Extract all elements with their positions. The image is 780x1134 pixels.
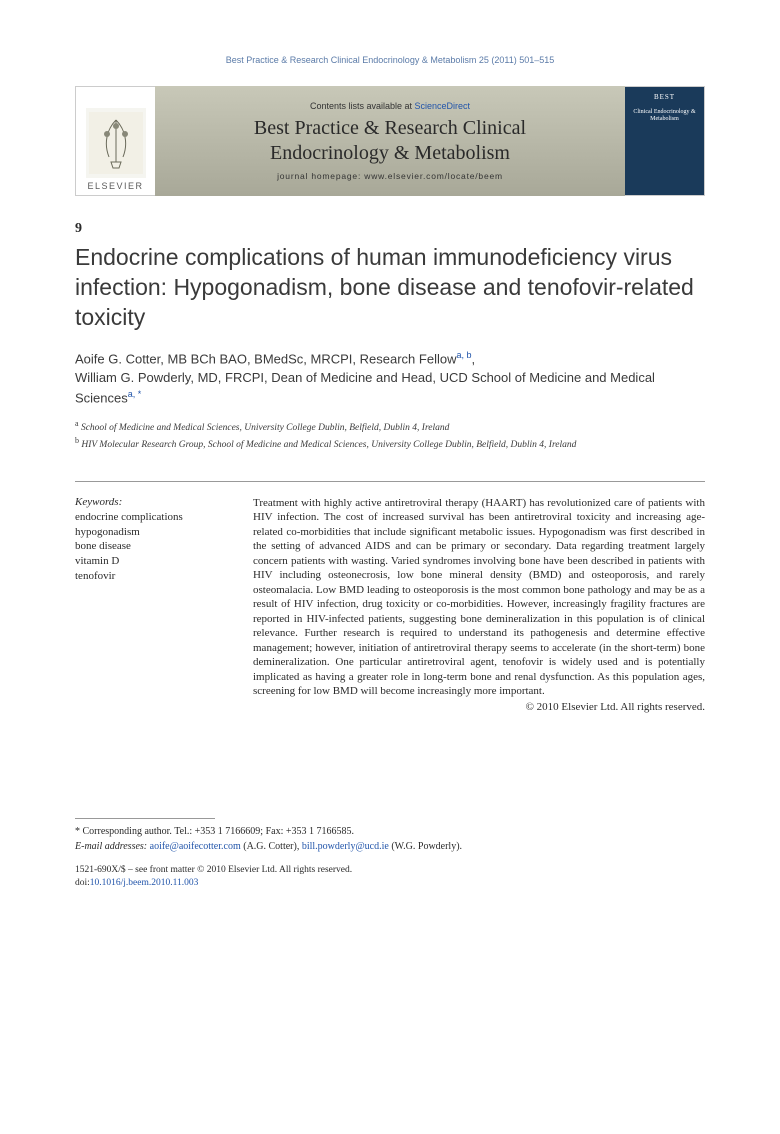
corresponding-author-line: * Corresponding author. Tel.: +353 1 716… [75, 824, 705, 839]
keyword-item: vitamin D [75, 554, 231, 569]
email-line: E-mail addresses: aoife@aoifecotter.com … [75, 839, 705, 854]
affil-a-sup: a [75, 419, 79, 428]
affil-b-text: HIV Molecular Research Group, School of … [81, 440, 576, 450]
journal-reference-header: Best Practice & Research Clinical Endocr… [75, 50, 705, 68]
author-1-name: Aoife G. Cotter [75, 351, 160, 366]
keywords-abstract-row: Keywords: endocrine complications hypogo… [75, 481, 705, 713]
journal-homepage: journal homepage: www.elsevier.com/locat… [277, 171, 503, 181]
affiliations-block: a School of Medicine and Medical Science… [75, 418, 705, 453]
header-center-panel: Contents lists available at ScienceDirec… [155, 86, 625, 196]
doi-line: doi:10.1016/j.beem.2010.11.003 [75, 877, 705, 890]
cover-brand: BEST [654, 93, 675, 101]
corresponding-author-footer: * Corresponding author. Tel.: +353 1 716… [75, 824, 705, 854]
abstract-copyright: © 2010 Elsevier Ltd. All rights reserved… [253, 701, 705, 713]
keywords-heading: Keywords: [75, 496, 231, 508]
affil-a-text: School of Medicine and Medical Sciences,… [81, 423, 449, 433]
email-label: E-mail addresses: [75, 841, 150, 852]
authors-block: Aoife G. Cotter, MB BCh BAO, BMedSc, MRC… [75, 349, 705, 408]
email-link-1[interactable]: aoife@aoifecotter.com [150, 841, 241, 852]
doi-link[interactable]: 10.1016/j.beem.2010.11.003 [90, 878, 199, 888]
sciencedirect-link[interactable]: ScienceDirect [415, 101, 471, 111]
email-link-2[interactable]: bill.powderly@ucd.ie [302, 841, 389, 852]
elsevier-label: ELSEVIER [87, 181, 143, 191]
publisher-header-box: ELSEVIER Contents lists available at Sci… [75, 86, 705, 196]
keyword-item: endocrine complications [75, 510, 231, 525]
contents-available-line: Contents lists available at ScienceDirec… [310, 101, 470, 111]
doi-label: doi: [75, 878, 90, 888]
affil-b-sup: b [75, 436, 79, 445]
journal-title-line2: Endocrinology & Metabolism [254, 141, 526, 166]
elsevier-tree-icon [86, 108, 146, 178]
keyword-item: hypogonadism [75, 525, 231, 540]
email-2-name: (W.G. Powderly). [389, 841, 462, 852]
abstract-text: Treatment with highly active antiretrovi… [253, 496, 705, 699]
journal-title-line1: Best Practice & Research Clinical [254, 116, 526, 141]
article-number: 9 [75, 221, 705, 237]
journal-reference: Best Practice & Research Clinical Endocr… [226, 55, 555, 65]
journal-title: Best Practice & Research Clinical Endocr… [254, 116, 526, 166]
contents-prefix: Contents lists available at [310, 101, 415, 111]
journal-cover-thumbnail[interactable]: BEST Clinical Endocrinology & Metabolism [625, 86, 705, 196]
keyword-item: bone disease [75, 539, 231, 554]
cover-title: Clinical Endocrinology & Metabolism [629, 109, 700, 123]
keyword-item: tenofovir [75, 569, 231, 584]
keywords-column: Keywords: endocrine complications hypogo… [75, 496, 231, 713]
footer-bottom: 1521-690X/$ – see front matter © 2010 El… [75, 864, 705, 890]
elsevier-logo[interactable]: ELSEVIER [75, 86, 155, 196]
email-1-name: (A.G. Cotter), [241, 841, 302, 852]
author-1-affil-sup: a, b [456, 350, 471, 360]
author-2-name: William G. Powderly [75, 370, 190, 385]
footer-rule [75, 818, 215, 819]
abstract-column: Treatment with highly active antiretrovi… [253, 496, 705, 713]
author-1-credentials: , MB BCh BAO, BMedSc, MRCPI, Research Fe… [160, 351, 456, 366]
issn-line: 1521-690X/$ – see front matter © 2010 El… [75, 864, 705, 877]
article-title: Endocrine complications of human immunod… [75, 243, 705, 333]
author-2-affil-sup: a, * [128, 389, 142, 399]
